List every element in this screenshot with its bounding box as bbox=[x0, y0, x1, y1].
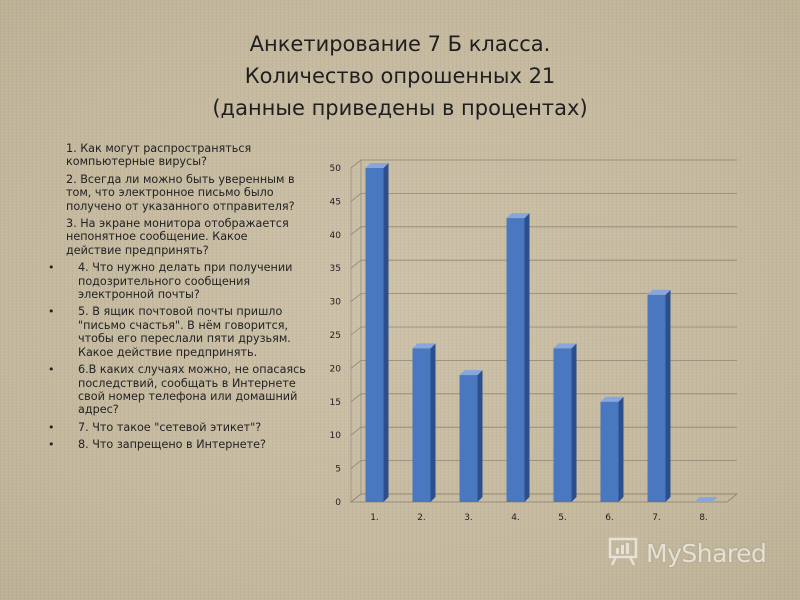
bar-top bbox=[647, 289, 671, 295]
y-tick-label: 45 bbox=[330, 197, 341, 207]
bar-side bbox=[618, 396, 624, 502]
bar-side bbox=[477, 370, 483, 502]
x-axis-labels: 1. 2. 3. 4. 5. 6. 7. 8. bbox=[370, 513, 708, 523]
watermark-text: MyShared bbox=[646, 538, 767, 568]
x-tick-label: 4. bbox=[511, 513, 520, 523]
bar-side bbox=[665, 289, 671, 502]
presentation-board-icon bbox=[608, 536, 640, 570]
y-tick-label: 35 bbox=[330, 264, 341, 274]
y-axis-ticks: 0 5 10 15 20 25 30 35 40 45 50 bbox=[330, 164, 342, 508]
bar-top bbox=[365, 163, 389, 168]
title-line-3: (данные приведены в процентах) bbox=[212, 96, 588, 120]
bar bbox=[506, 213, 530, 502]
gridline bbox=[350, 359, 737, 369]
x-tick-label: 3. bbox=[464, 513, 473, 523]
title-line-1: Анкетирование 7 Б класса. bbox=[249, 32, 551, 56]
x-tick-label: 8. bbox=[699, 513, 708, 523]
bar-front bbox=[600, 401, 619, 502]
gridline bbox=[350, 393, 737, 403]
question-item: 7. Что такое "сетевой этикет"? bbox=[44, 421, 306, 435]
chart-grid bbox=[349, 159, 739, 503]
bar-front bbox=[459, 375, 478, 502]
slide-title: Анкетирование 7 Б класса. Количество опр… bbox=[0, 28, 800, 124]
watermark-logo: MyShared bbox=[608, 536, 767, 570]
gridline bbox=[350, 426, 737, 436]
y-tick-label: 25 bbox=[330, 331, 341, 341]
question-item: 3. На экране монитора отображается непон… bbox=[66, 217, 289, 257]
question-item: 4. Что нужно делать при получении подозр… bbox=[44, 261, 306, 301]
gridline bbox=[350, 460, 737, 469]
bar-top bbox=[459, 370, 483, 376]
gridline bbox=[350, 293, 737, 302]
y-tick-label: 50 bbox=[330, 164, 342, 174]
title-line-2: Количество опрошенных 21 bbox=[244, 64, 556, 88]
bar bbox=[459, 370, 483, 502]
bar bbox=[365, 163, 389, 502]
bar-front bbox=[647, 294, 666, 502]
bar-top bbox=[694, 497, 718, 502]
y-tick-label: 20 bbox=[330, 364, 342, 374]
gridline bbox=[350, 159, 737, 169]
chart-floor bbox=[349, 493, 739, 503]
bar-front bbox=[365, 168, 384, 502]
bar-top bbox=[600, 396, 624, 402]
gridline bbox=[350, 326, 737, 336]
question-item: 2. Всегда ли можно быть уверенным в том,… bbox=[66, 172, 295, 213]
bar-side bbox=[571, 343, 577, 502]
bar bbox=[553, 343, 577, 502]
gridline bbox=[350, 226, 737, 236]
x-tick-label: 1. bbox=[370, 513, 379, 523]
y-tick-label: 0 bbox=[335, 498, 341, 508]
question-item: 1. Как могут распространяться компьютерн… bbox=[66, 142, 252, 169]
gridline bbox=[350, 493, 737, 503]
y-tick-label: 40 bbox=[330, 231, 342, 241]
bar bbox=[647, 289, 671, 502]
gridline bbox=[350, 192, 737, 202]
bar-top bbox=[506, 213, 530, 219]
y-tick-label: 5 bbox=[335, 465, 341, 475]
bar bbox=[694, 497, 718, 502]
bar-side bbox=[430, 343, 436, 502]
gridline bbox=[350, 259, 737, 269]
question-item: 8. Что запрещено в Интернете? bbox=[44, 438, 306, 452]
bar bbox=[600, 396, 624, 502]
bar-side bbox=[383, 163, 389, 502]
bar-top bbox=[553, 343, 577, 349]
bar-side bbox=[524, 213, 530, 502]
bar-front bbox=[506, 218, 525, 502]
question-item: 6.В каких случаях можно, не опасаясь пос… bbox=[44, 363, 306, 417]
y-tick-label: 15 bbox=[330, 398, 341, 408]
x-tick-label: 5. bbox=[558, 513, 567, 523]
x-tick-label: 2. bbox=[417, 513, 426, 523]
bar-top bbox=[412, 343, 436, 349]
question-list: 1. Как могут распространяться компьютерн… bbox=[44, 142, 306, 456]
y-tick-label: 30 bbox=[330, 298, 342, 308]
chart-bars bbox=[365, 163, 718, 502]
y-tick-label: 10 bbox=[330, 431, 342, 441]
x-tick-label: 6. bbox=[605, 513, 614, 523]
x-tick-label: 7. bbox=[652, 513, 661, 523]
question-item: 5. В ящик почтовой почты пришло "письмо … bbox=[44, 305, 306, 359]
bar bbox=[412, 343, 436, 502]
bar-front bbox=[553, 348, 572, 502]
bar-front bbox=[412, 348, 431, 502]
